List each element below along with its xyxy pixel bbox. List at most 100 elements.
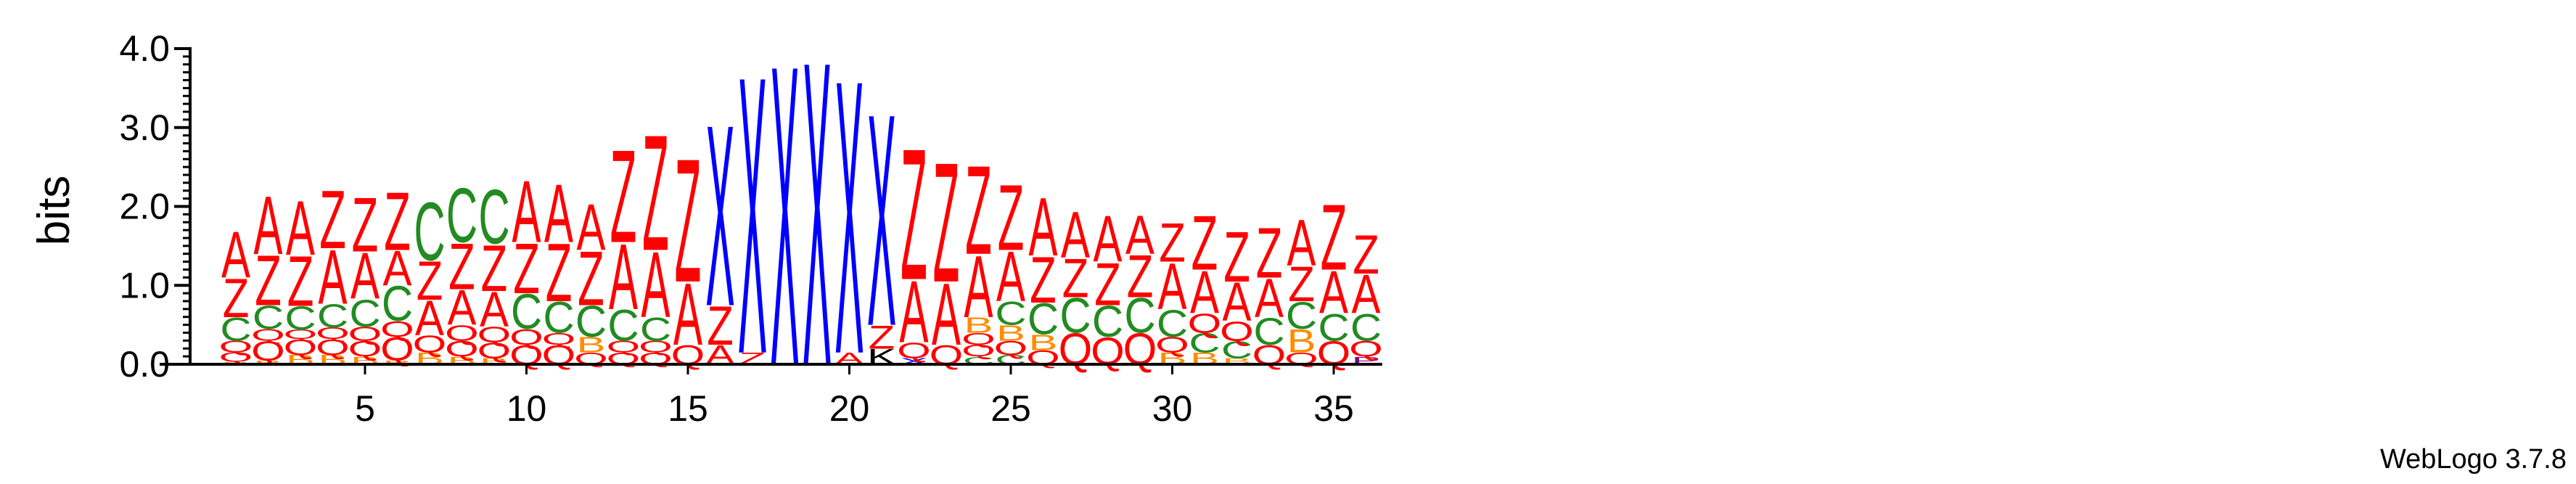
logo-glyph-28-a: A bbox=[1093, 202, 1122, 276]
logo-glyph-14-q: Q bbox=[639, 337, 673, 356]
logo-glyph-35-a: A bbox=[1319, 259, 1348, 327]
logo-glyph-15-a: A bbox=[673, 266, 702, 364]
logo-glyph-8-q: Q bbox=[445, 337, 479, 361]
logo-glyph-27-a: A bbox=[1061, 199, 1090, 273]
logo-glyph-3-z: Z bbox=[287, 242, 314, 321]
logo-glyph-3-c: C bbox=[284, 300, 316, 337]
logo-glyph-13-c: C bbox=[607, 300, 639, 350]
logo-glyph-3-q: Q bbox=[284, 327, 318, 342]
logo-glyph-1-q: Q bbox=[219, 350, 253, 365]
logo-glyph-4-a: A bbox=[319, 234, 348, 320]
logo-glyph-18-x: X bbox=[770, 0, 799, 456]
logo-glyph-36-z: Z bbox=[1353, 224, 1379, 285]
logo-glyph-23-a: A bbox=[932, 266, 961, 364]
y-tick-label-4: 4.0 bbox=[119, 28, 170, 69]
logo-glyph-23-z: Z bbox=[933, 127, 960, 318]
logo-glyph-34-z: Z bbox=[1288, 256, 1315, 312]
logo-glyph-24-z: Z bbox=[965, 139, 992, 281]
logo-glyph-19-x: X bbox=[803, 0, 832, 457]
logo-glyph-22-z: Z bbox=[901, 109, 927, 319]
logo-glyph-6-a: A bbox=[382, 241, 411, 297]
logo-glyph-8-a: A bbox=[447, 280, 476, 336]
x-tick-label-0: 5 bbox=[355, 388, 375, 429]
logo-glyph-1-a: A bbox=[221, 218, 250, 292]
x-tick-label-6: 35 bbox=[1313, 388, 1354, 429]
logo-glyph-8-q: Q bbox=[445, 321, 479, 346]
logo-glyph-11-q: Q bbox=[542, 329, 576, 348]
logo-glyph-12-z: Z bbox=[578, 237, 604, 322]
logo-glyph-24-q: Q bbox=[961, 342, 996, 361]
logo-glyph-24-a: A bbox=[964, 238, 993, 337]
logo-glyph-6-b: B bbox=[382, 359, 411, 366]
logo-glyph-33-a: A bbox=[1255, 268, 1284, 329]
axis-layer: 0.0 1.0 2.0 3.0 4.0 5 10 15 20 25 30 35 bbox=[119, 28, 1382, 429]
logo-glyph-5-c: C bbox=[349, 292, 380, 335]
logo-glyph-7-c: C bbox=[414, 186, 445, 278]
logo-glyph-27-z: Z bbox=[1062, 248, 1089, 309]
logo-glyph-34-c: C bbox=[1286, 295, 1317, 337]
logo-glyph-35-c: C bbox=[1318, 306, 1349, 349]
logo-glyph-12-c: C bbox=[575, 297, 607, 346]
logo-glyph-31-z: Z bbox=[1191, 201, 1218, 287]
logo-glyph-5-z: Z bbox=[352, 183, 379, 268]
logo-glyph-14-z: Z bbox=[642, 101, 669, 285]
logo-glyph-26-c: C bbox=[1027, 294, 1059, 343]
logo-glyph-10-a: A bbox=[512, 163, 541, 261]
logo-glyph-6-c: C bbox=[382, 276, 413, 332]
logo-glyph-16-z: Z bbox=[707, 295, 734, 356]
logo-glyph-2-c: C bbox=[253, 300, 284, 336]
logo-glyph-3-a: A bbox=[286, 186, 315, 271]
logo-glyph-16-x: X bbox=[706, 71, 735, 361]
logo-glyph-9-q: Q bbox=[477, 323, 512, 348]
logo-glyph-24-b: B bbox=[964, 313, 993, 338]
logo-glyph-13-a: A bbox=[609, 225, 638, 329]
logo-glyph-7-q: Q bbox=[413, 331, 447, 358]
logo-glyph-12-b: B bbox=[577, 333, 606, 358]
logo-glyph-30-z: Z bbox=[1159, 213, 1186, 274]
y-tick-label-1: 1.0 bbox=[119, 265, 170, 305]
logo-glyph-34-a: A bbox=[1287, 207, 1316, 281]
logo-glyph-26-a: A bbox=[1028, 182, 1057, 274]
logo-glyph-10-q: Q bbox=[509, 325, 543, 350]
logo-glyph-26-b: B bbox=[1029, 331, 1058, 356]
logo-glyph-22-q: Q bbox=[897, 338, 931, 363]
logo-glyph-29-z: Z bbox=[1127, 243, 1154, 311]
logo-glyph-2-q: Q bbox=[251, 326, 285, 345]
logo-glyph-31-c: C bbox=[1189, 328, 1220, 358]
logo-glyph-8-z: Z bbox=[448, 230, 475, 304]
logo-glyph-32-z: Z bbox=[1223, 218, 1250, 298]
logo-glyph-13-q: Q bbox=[607, 337, 641, 356]
logo-glyph-33-c: C bbox=[1253, 311, 1284, 353]
logo-glyph-25-c: C bbox=[995, 295, 1026, 332]
logo-glyph-30-q: Q bbox=[1155, 333, 1189, 358]
logo-glyph-15-z: Z bbox=[675, 122, 702, 319]
logo-glyph-28-q: Q bbox=[1091, 330, 1125, 373]
logo-glyph-25-q: Q bbox=[994, 337, 1028, 359]
logo-glyph-24-q: Q bbox=[961, 329, 996, 348]
logo-glyph-29-c: C bbox=[1124, 288, 1155, 344]
logo-glyph-2-z: Z bbox=[255, 241, 282, 321]
logo-glyph-11-a: A bbox=[544, 168, 573, 260]
logo-glyph-12-a: A bbox=[576, 191, 605, 265]
x-tick-label-1: 10 bbox=[506, 388, 547, 429]
logo-glyph-36-q: Q bbox=[1349, 337, 1383, 361]
logo-glyph-1-q: Q bbox=[219, 337, 253, 356]
logo-glyph-8-c: C bbox=[446, 173, 477, 259]
logo-glyph-27-c: C bbox=[1059, 288, 1091, 344]
logo-glyph-1-c: C bbox=[220, 311, 251, 348]
logo-glyph-25-a: A bbox=[996, 237, 1025, 317]
logo-glyph-32-c: C bbox=[1221, 337, 1252, 364]
logo-glyph-32-q: Q bbox=[1220, 316, 1254, 346]
logo-glyph-34-b: B bbox=[1287, 323, 1316, 359]
y-tick-label-0: 0.0 bbox=[119, 344, 170, 385]
logo-glyph-21-x: X bbox=[867, 52, 896, 390]
logo-glyph-36-c: C bbox=[1350, 306, 1382, 349]
logo-glyph-7-a: A bbox=[415, 290, 444, 346]
logo-glyph-5-q: Q bbox=[348, 337, 382, 361]
logo-glyph-5-a: A bbox=[350, 239, 380, 313]
logo-glyph-25-z: Z bbox=[998, 166, 1025, 271]
logo-glyph-25-b: B bbox=[996, 321, 1025, 346]
logo-glyph-29-a: A bbox=[1125, 205, 1154, 266]
logo-glyph-11-z: Z bbox=[546, 228, 573, 319]
logo-glyph-13-z: Z bbox=[610, 122, 637, 270]
